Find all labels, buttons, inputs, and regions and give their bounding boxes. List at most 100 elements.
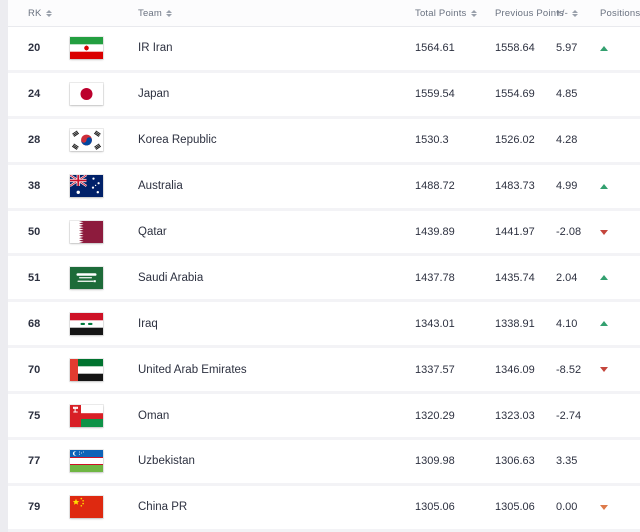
flag-cell	[70, 358, 138, 381]
flag-china	[70, 496, 103, 519]
flag-cell	[70, 221, 138, 243]
flag-korea	[70, 129, 103, 152]
previous-points-value: 1338.91	[495, 317, 535, 330]
column-header-blank[interactable]: +/-	[556, 8, 600, 19]
team-name: Korea Republic	[138, 134, 217, 147]
previous-points-value: 1441.97	[495, 226, 535, 238]
flag-cell	[70, 312, 138, 335]
flag-qatar	[70, 221, 103, 243]
positions-cell	[600, 321, 640, 327]
table-row-oman[interactable]: 75 Oman 1320.29 1323.03 -2.74	[8, 394, 640, 441]
position-up-icon	[600, 183, 608, 189]
column-header-previous-points: Previous Points	[495, 8, 564, 19]
previous-points-value: 1554.69	[495, 88, 535, 101]
table-row-ir-iran[interactable]: 20 IR Iran 1564.61 1558.64 5.97	[8, 27, 640, 73]
team-name: China PR	[138, 501, 188, 514]
total-points-value: 1309.98	[415, 455, 455, 468]
total-points-value: 1564.61	[415, 42, 455, 55]
points-change-value: 2.04	[556, 271, 578, 284]
flag-uae	[70, 358, 103, 381]
total-points-value: 1437.78	[415, 271, 455, 284]
table-row-australia[interactable]: 38 Australia 1488.72 1483.73 4.99	[8, 164, 640, 211]
flag-iraq	[70, 312, 103, 335]
team-name: Qatar	[138, 226, 167, 238]
flag-iran	[70, 37, 103, 60]
team-name: Saudi Arabia	[138, 271, 204, 284]
column-header-team[interactable]: Team	[138, 8, 415, 19]
positions-cell	[600, 367, 640, 373]
positions-cell	[600, 504, 640, 510]
rank-value: 75	[28, 409, 41, 422]
column-label: +/-	[556, 7, 568, 19]
flag-japan	[70, 83, 103, 106]
points-change-value: 3.35	[556, 455, 578, 468]
flag-cell	[70, 83, 138, 106]
points-change-value: 4.28	[556, 134, 578, 147]
table-row-united-arab-emirates[interactable]: 70 United Arab Emirates 1337.57 1346.09 -8.5…	[8, 348, 640, 395]
flag-cell	[70, 496, 138, 519]
column-header-total-points[interactable]: Total Points	[415, 8, 495, 19]
total-points-value: 1439.89	[415, 226, 455, 238]
points-change-value: 4.99	[556, 180, 578, 193]
rank-value: 50	[28, 226, 41, 238]
points-change-value: 5.97	[556, 42, 578, 55]
column-label: RK	[28, 7, 42, 19]
table-row-korea-republic[interactable]: 28 Korea Republic 1530.3 1526.02 4.28	[8, 118, 640, 165]
table-row-china-pr[interactable]: 79 China PR 1305.06 1305.06 0.00	[8, 485, 640, 532]
table-row-japan[interactable]: 24 Japan 1559.54 1554.69 4.85	[8, 72, 640, 119]
column-label: Team	[138, 7, 163, 19]
table-row-qatar[interactable]: 50 Qatar 1439.89 1441.97 -2.08	[8, 210, 640, 257]
team-name: IR Iran	[138, 42, 173, 55]
positions-cell	[600, 229, 640, 235]
position-up-icon	[600, 275, 608, 281]
table-row-iraq[interactable]: 68 Iraq 1343.01 1338.91 4.10	[8, 302, 640, 349]
flag-oman	[70, 404, 103, 427]
column-header-rk[interactable]: RK	[28, 8, 70, 19]
position-down-icon	[600, 367, 608, 373]
team-name: Uzbekistan	[138, 455, 195, 468]
sort-arrows-icon	[166, 9, 173, 17]
points-change-value: -8.52	[556, 363, 582, 376]
positions-cell	[600, 183, 640, 189]
team-name: Oman	[138, 409, 170, 422]
position-down-icon	[600, 229, 608, 235]
previous-points-value: 1346.09	[495, 363, 535, 376]
rank-value: 38	[28, 180, 41, 193]
previous-points-value: 1558.64	[495, 42, 535, 55]
table-row-saudi-arabia[interactable]: 51 Saudi Arabia 1437.78 1435.74 2.04	[8, 256, 640, 303]
total-points-value: 1305.06	[415, 501, 455, 514]
total-points-value: 1343.01	[415, 317, 455, 330]
flag-australia	[70, 175, 103, 198]
previous-points-value: 1305.06	[495, 501, 535, 514]
rank-value: 77	[28, 455, 41, 468]
rank-value: 68	[28, 317, 41, 330]
position-up-icon	[600, 321, 608, 327]
previous-points-value: 1483.73	[495, 180, 535, 193]
flag-saudi	[70, 266, 103, 289]
flag-cell	[70, 404, 138, 427]
team-name: Australia	[138, 180, 183, 193]
ranking-table: RK Team Total Points Previous Points +/- Posi…	[8, 0, 640, 532]
table-row-uzbekistan[interactable]: 77 Uzbekistan 1309.98 1306.63 3.35	[8, 440, 640, 486]
rank-value: 51	[28, 271, 41, 284]
flag-uzbekistan	[70, 450, 103, 473]
positions-cell	[600, 275, 640, 281]
flag-cell	[70, 129, 138, 152]
rank-value: 20	[28, 42, 41, 55]
column-label: Positions	[600, 7, 640, 19]
sort-arrows-icon	[45, 9, 52, 17]
previous-points-value: 1306.63	[495, 455, 535, 468]
team-name: Iraq	[138, 317, 158, 330]
points-change-value: 4.85	[556, 88, 578, 101]
points-change-value: 0.00	[556, 501, 578, 514]
total-points-value: 1488.72	[415, 180, 455, 193]
total-points-value: 1559.54	[415, 88, 455, 101]
rank-value: 70	[28, 363, 41, 376]
sort-arrows-icon	[571, 9, 578, 17]
points-change-value: -2.08	[556, 226, 582, 238]
position-up-icon	[600, 45, 608, 51]
flag-cell	[70, 266, 138, 289]
positions-cell	[600, 45, 640, 51]
table-header: RK Team Total Points Previous Points +/- Posi…	[8, 0, 640, 27]
flag-cell	[70, 175, 138, 198]
